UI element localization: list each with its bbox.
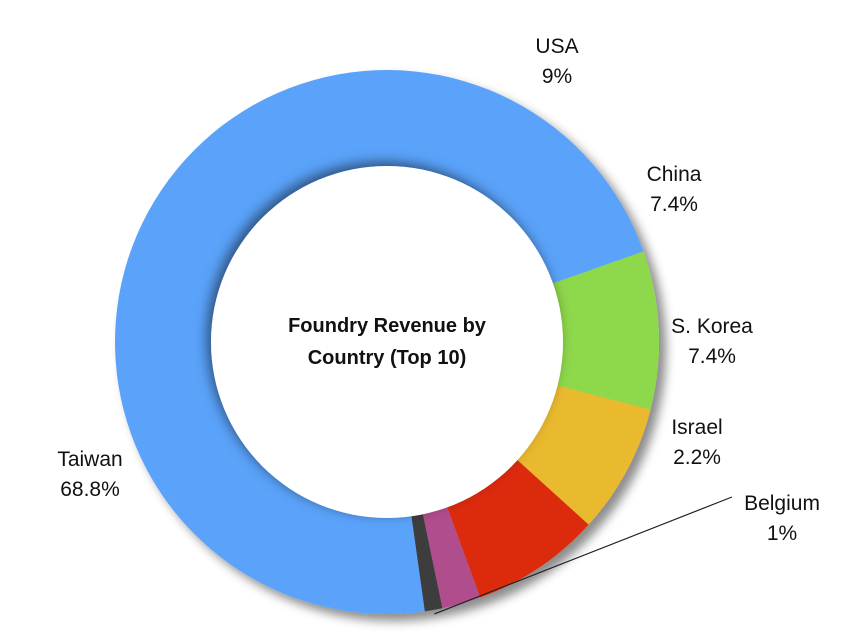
leader-line-belgium xyxy=(434,496,733,615)
label-value-china: 7.4% xyxy=(650,193,698,216)
chart-title-line-2: Country (Top 10) xyxy=(308,347,467,369)
slice-labels: Taiwan 68.8% USA 9% China 7.4% S. Korea 7.4% Isr… xyxy=(57,35,820,545)
label-name-belgium: Belgium xyxy=(744,492,820,515)
label-name-china: China xyxy=(647,163,702,186)
label-value-belgium: 1% xyxy=(767,522,797,545)
label-name-usa: USA xyxy=(535,35,578,58)
label-name-taiwan: Taiwan xyxy=(57,448,122,471)
label-value-s-korea: 7.4% xyxy=(688,345,736,368)
label-value-israel: 2.2% xyxy=(673,446,721,469)
label-value-usa: 9% xyxy=(542,65,572,88)
label-name-israel: Israel xyxy=(671,416,722,439)
leader-lines xyxy=(434,496,733,615)
donut-hole xyxy=(211,166,563,518)
label-value-taiwan: 68.8% xyxy=(60,478,120,501)
label-name-s-korea: S. Korea xyxy=(671,315,753,338)
chart-title-line-1: Foundry Revenue by xyxy=(288,315,487,337)
